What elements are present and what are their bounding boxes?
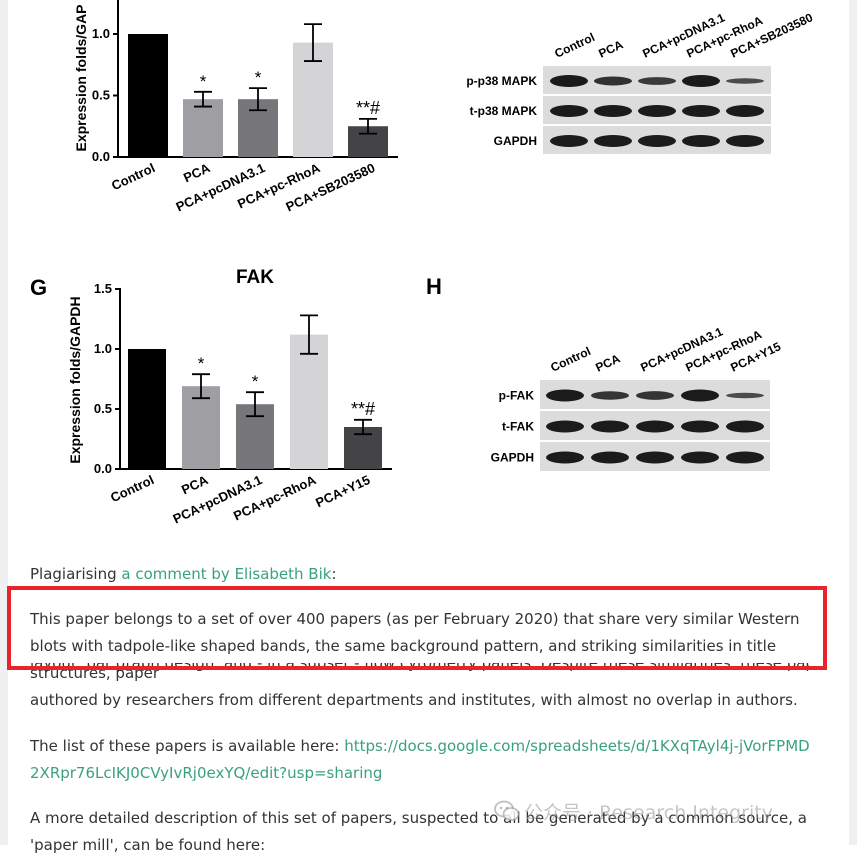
category-label: PCA <box>181 160 213 185</box>
blot-band <box>636 451 674 464</box>
chart-title: FAK <box>236 267 274 288</box>
blot-band <box>726 78 764 84</box>
paragraph-list: The list of these papers is available he… <box>30 733 810 787</box>
attribution-prefix: Plagiarising <box>30 565 122 583</box>
significance-mark: * <box>198 354 205 373</box>
panel-letter-h: H <box>426 274 442 299</box>
blot-row-label: GAPDH <box>491 451 534 465</box>
blot-band <box>546 389 584 402</box>
y-tick-label: 0.0 <box>94 461 112 476</box>
blot-band <box>726 392 764 399</box>
y-tick-label: 0.5 <box>94 401 112 416</box>
blot-band <box>638 135 676 147</box>
watermark-text: 公众号 · Research Integrity <box>524 802 773 824</box>
blot-band <box>546 420 584 433</box>
list-prefix: The list of these papers is available he… <box>30 737 345 755</box>
bar <box>128 34 168 157</box>
y-tick-label: 1.0 <box>92 26 110 41</box>
panel-letter-g: G <box>30 275 47 300</box>
paragraph-attribution: Plagiarising a comment by Elisabeth Bik: <box>30 561 810 588</box>
bar <box>290 334 328 469</box>
blot-lane-label: PCA <box>593 351 622 375</box>
bar <box>128 349 166 469</box>
wechat-watermark: 公众号 · Research Integrity <box>494 798 773 827</box>
y-axis-label: Expression folds/GAPDH <box>67 296 83 463</box>
blot-band <box>638 105 676 117</box>
blot-band <box>594 76 632 86</box>
blot-row-label: p-FAK <box>499 389 535 403</box>
blot-row-label: t-FAK <box>502 420 534 434</box>
spreadsheet-link[interactable]: https://docs.google.com/spreadsheets/d/1… <box>30 737 810 782</box>
category-label: PCA <box>179 472 211 497</box>
left-page-margin <box>0 0 8 845</box>
blot-band <box>636 391 674 400</box>
blot-band <box>591 420 629 433</box>
right-page-margin <box>849 0 857 845</box>
blot-band <box>726 451 764 464</box>
blot-band <box>550 105 588 117</box>
significance-mark: **# <box>356 98 380 118</box>
blot-band <box>681 389 719 402</box>
y-tick-label: 1.5 <box>94 281 112 296</box>
blot-row-label: GAPDH <box>494 134 537 148</box>
blot-band <box>591 391 629 400</box>
significance-mark: * <box>252 372 259 391</box>
y-tick-label: 0.0 <box>92 149 110 164</box>
paragraph-description-end: authored by researchers from different d… <box>30 687 810 714</box>
blot-band <box>681 451 719 464</box>
significance-mark: * <box>200 72 207 91</box>
blot-band <box>591 451 629 464</box>
blot-band <box>726 420 764 433</box>
bar <box>183 99 223 157</box>
significance-mark: **# <box>351 399 375 419</box>
blot-band <box>636 420 674 433</box>
blot-lane-label: Control <box>548 344 593 375</box>
blot-band <box>550 75 588 87</box>
blot-band <box>594 135 632 147</box>
blot-row-label: p-p38 MAPK <box>466 74 537 88</box>
fak-bar-chart: G FAK 1.5 1.0 0.5 0.0 Expression folds/GAPDH Co… <box>30 267 392 526</box>
red-highlight-box <box>7 586 827 670</box>
y-tick-label: 0.5 <box>92 88 110 103</box>
category-label: PCA+Y15 <box>313 472 372 510</box>
attribution-suffix: : <box>331 565 337 583</box>
description-end-text: authored by researchers from different d… <box>30 691 798 709</box>
blot-lane-label: Control <box>552 30 597 61</box>
blot-band <box>682 75 720 87</box>
bar <box>182 386 220 469</box>
category-label: Control <box>109 160 157 193</box>
blot-band <box>682 135 720 147</box>
bik-comment-link[interactable]: a comment by Elisabeth Bik <box>121 565 332 583</box>
blot-band <box>682 105 720 117</box>
blot-band <box>726 135 764 147</box>
wechat-icon <box>494 800 520 827</box>
y-axis-label: Expression folds/GAP <box>73 4 89 151</box>
blot-band <box>638 77 676 85</box>
significance-mark: * <box>255 68 262 87</box>
blot-row-label: t-p38 MAPK <box>470 104 538 118</box>
blot-band <box>594 105 632 117</box>
blot-band <box>546 451 584 464</box>
y-tick-label: 1.0 <box>94 341 112 356</box>
category-label: Control <box>108 472 156 505</box>
blot-band <box>726 105 764 117</box>
blot-lane-label: PCA <box>596 37 625 61</box>
blot-band <box>681 420 719 433</box>
blot-band <box>550 135 588 147</box>
